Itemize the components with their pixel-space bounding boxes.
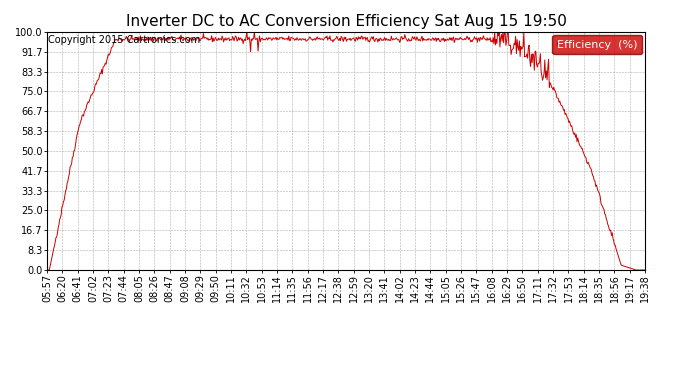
Title: Inverter DC to AC Conversion Efficiency Sat Aug 15 19:50: Inverter DC to AC Conversion Efficiency … [126, 14, 566, 29]
Legend: Efficiency  (%): Efficiency (%) [553, 35, 642, 54]
Text: Copyright 2015 Cartronics.com: Copyright 2015 Cartronics.com [48, 36, 200, 45]
